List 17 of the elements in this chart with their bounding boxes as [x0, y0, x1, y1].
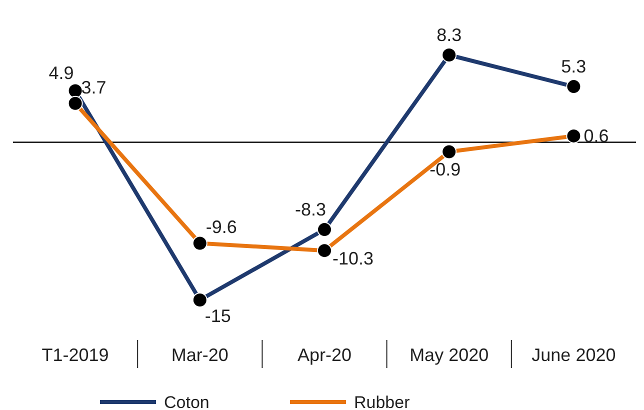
data-label: -9.6	[206, 217, 237, 238]
legend-label: Coton	[164, 393, 210, 410]
x-tick-label: Mar-20	[171, 345, 228, 365]
x-tick-label: May 2020	[410, 345, 489, 365]
x-tick-label: Apr-20	[297, 345, 352, 365]
data-label: 5.3	[561, 56, 586, 77]
legend-label: Rubber	[354, 393, 410, 410]
data-label: -0.9	[430, 160, 461, 180]
data-label: 4.9	[48, 62, 74, 83]
data-label: 3.7	[81, 77, 106, 98]
data-label: -15	[204, 306, 231, 326]
data-label: 8.3	[436, 25, 462, 45]
x-tick-label: T1-2019	[42, 345, 109, 365]
data-label: -10.3	[332, 248, 374, 269]
x-tick-label: June 2020	[532, 345, 616, 365]
data-label: 0.6	[584, 126, 609, 146]
data-label: -8.3	[294, 200, 326, 220]
